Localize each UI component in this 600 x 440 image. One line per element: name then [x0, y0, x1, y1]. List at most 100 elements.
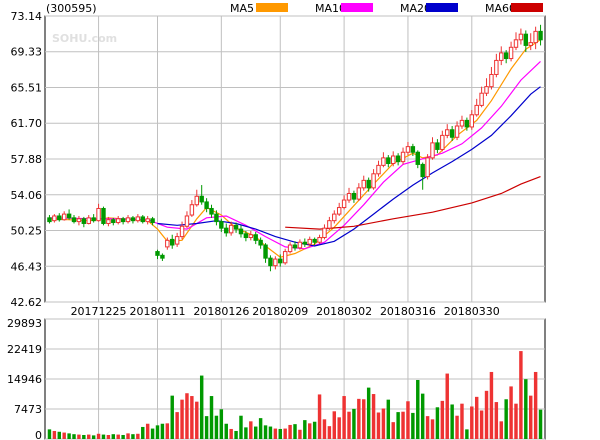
candle — [174, 232, 180, 247]
volume-bar — [317, 394, 322, 439]
volume-bar — [185, 393, 189, 439]
candle-body — [71, 217, 77, 223]
candle — [366, 177, 371, 192]
candle-body — [130, 217, 136, 222]
candle — [351, 190, 357, 203]
volume-bar — [366, 387, 371, 439]
volume-bar — [106, 434, 111, 439]
candle-body — [332, 213, 337, 222]
volume-bar — [455, 415, 459, 439]
volume-bar — [509, 386, 513, 439]
volume-bar — [420, 393, 425, 439]
candle — [312, 237, 317, 246]
legend-swatch — [341, 3, 373, 12]
candle — [386, 155, 391, 168]
candle-body — [184, 215, 190, 227]
legend-swatch — [426, 3, 458, 12]
x-tick-label: 20180209 — [252, 305, 308, 318]
candle — [395, 153, 401, 166]
candle-body — [111, 219, 116, 224]
candle-body — [302, 241, 308, 245]
candle-body — [322, 227, 327, 239]
candle — [140, 215, 145, 224]
price-panel: SOHU.com 73.14 69.33 65.51 61.70 57.88 54.06 5… — [11, 10, 546, 309]
volume-bar — [190, 396, 194, 439]
ma-legend: MA5 MA10 MA20 MA60 — [230, 2, 543, 15]
candle-body — [415, 151, 420, 165]
candle — [464, 117, 470, 131]
volume-bar — [533, 371, 538, 439]
volume-bar — [347, 411, 351, 439]
candle-body — [494, 59, 499, 75]
candle-body — [199, 195, 204, 203]
candle-body — [528, 42, 533, 46]
candle-body — [435, 142, 440, 150]
volume-bar — [72, 434, 76, 439]
candle-body — [390, 155, 396, 164]
volume-bars — [47, 351, 543, 439]
candle-body — [66, 213, 72, 219]
candle — [430, 137, 435, 160]
ma-line-ma5 — [49, 39, 541, 258]
volume-bar — [87, 434, 91, 439]
candle — [425, 154, 430, 180]
volume-bar — [204, 416, 209, 439]
volume-bar — [273, 428, 278, 439]
candle — [111, 217, 116, 226]
volume-bar — [229, 428, 233, 439]
candle-body — [474, 104, 479, 116]
candle — [479, 86, 484, 108]
volume-bar — [199, 375, 204, 439]
candle — [302, 238, 308, 247]
candle-body — [238, 228, 244, 235]
candle — [518, 28, 524, 45]
candle — [381, 152, 386, 168]
candle-body — [312, 238, 317, 243]
candle — [405, 141, 411, 156]
legend-swatch — [511, 3, 543, 12]
candle-body — [204, 201, 209, 209]
candle — [96, 203, 101, 222]
candle-body — [459, 119, 465, 127]
candle — [199, 185, 204, 205]
volume-bar — [470, 406, 474, 439]
candle-body — [224, 227, 229, 234]
volume-bar — [77, 434, 81, 439]
volume-bar — [278, 428, 282, 439]
candle — [86, 215, 91, 225]
candle — [248, 230, 254, 241]
candle-body — [76, 218, 82, 223]
candle-body — [91, 217, 96, 222]
volume-bar — [411, 412, 415, 439]
candle — [130, 215, 136, 224]
candle — [508, 41, 514, 62]
candle-body — [233, 224, 239, 230]
volume-bar — [141, 426, 145, 439]
y-tick-label: 57.88 — [11, 153, 43, 166]
volume-bar — [258, 418, 263, 439]
x-tick-label: 20171225 — [71, 305, 127, 318]
candle — [71, 215, 77, 224]
candle — [61, 211, 67, 221]
candle — [449, 126, 455, 142]
candle-body — [336, 207, 342, 215]
candle — [125, 215, 131, 224]
candle — [76, 215, 82, 226]
volume-bar — [234, 430, 238, 439]
candle-body — [503, 52, 509, 60]
volume-bar — [460, 403, 464, 439]
candle — [106, 216, 111, 227]
volume-bar — [165, 423, 170, 439]
volume-bar — [293, 424, 297, 439]
candle-body — [449, 129, 455, 138]
candle — [179, 221, 185, 240]
candle — [224, 223, 229, 237]
volume-bar — [308, 423, 312, 439]
volume-bar — [445, 373, 449, 439]
volume-bar — [514, 403, 518, 439]
volume-bar — [283, 428, 287, 439]
volume-bar — [386, 399, 391, 439]
volume-bar — [224, 423, 228, 439]
volume-bar — [406, 401, 410, 439]
